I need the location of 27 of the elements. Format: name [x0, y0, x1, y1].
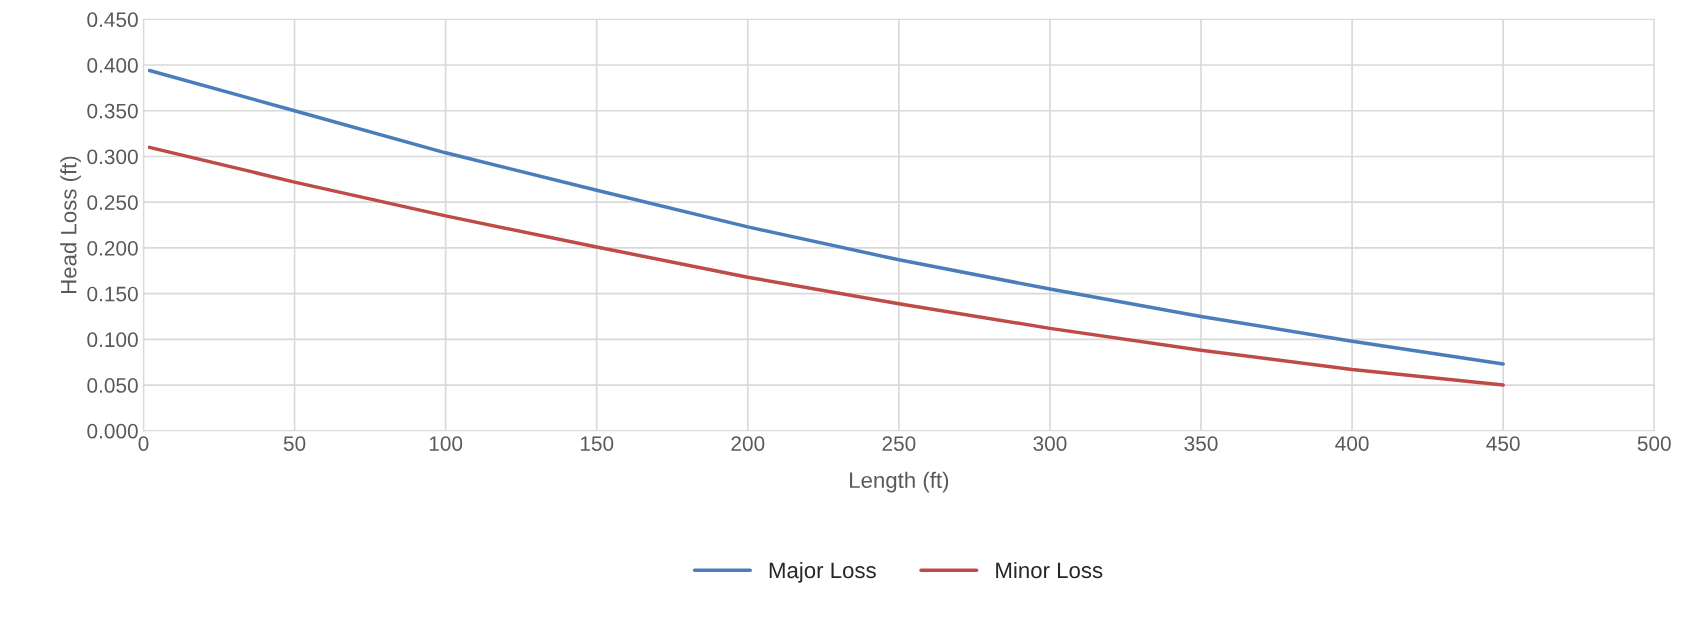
y-tick-label: 0.400	[87, 58, 138, 73]
x-tick-label: 300	[1033, 436, 1067, 451]
y-tick-label: 0.100	[87, 332, 138, 348]
x-tick-label: 500	[1637, 436, 1671, 451]
x-tick-label: 250	[882, 436, 916, 451]
x-tick-label: 450	[1486, 436, 1520, 451]
x-tick-label: 50	[283, 436, 306, 451]
x-tick-label: 200	[731, 436, 765, 451]
y-tick-label: 0.000	[87, 423, 138, 439]
x-tick-label: 100	[429, 436, 463, 451]
y-tick-label: 0.300	[87, 149, 138, 165]
line-series	[147, 145, 1505, 387]
x-tick-label: 150	[580, 436, 614, 451]
y-axis-title: Head Loss (ft)	[60, 156, 81, 293]
x-tick-label: 0	[138, 436, 149, 451]
y-tick-label: 0.150	[87, 286, 138, 302]
y-tick-label: 0.200	[87, 240, 138, 256]
x-axis-title: Length (ft)	[850, 471, 949, 493]
y-tick-label: 0.450	[87, 12, 138, 28]
x-tick-label: 350	[1184, 436, 1218, 451]
y-tick-label: 0.350	[87, 103, 138, 119]
legend-label: Minor Loss	[996, 561, 1103, 579]
legend-label: Major Loss	[769, 561, 876, 583]
x-tick-label: 400	[1335, 436, 1369, 451]
y-tick-label: 0.250	[87, 195, 138, 210]
y-tick-label: 0.050	[87, 378, 138, 393]
line-series	[147, 68, 1505, 366]
